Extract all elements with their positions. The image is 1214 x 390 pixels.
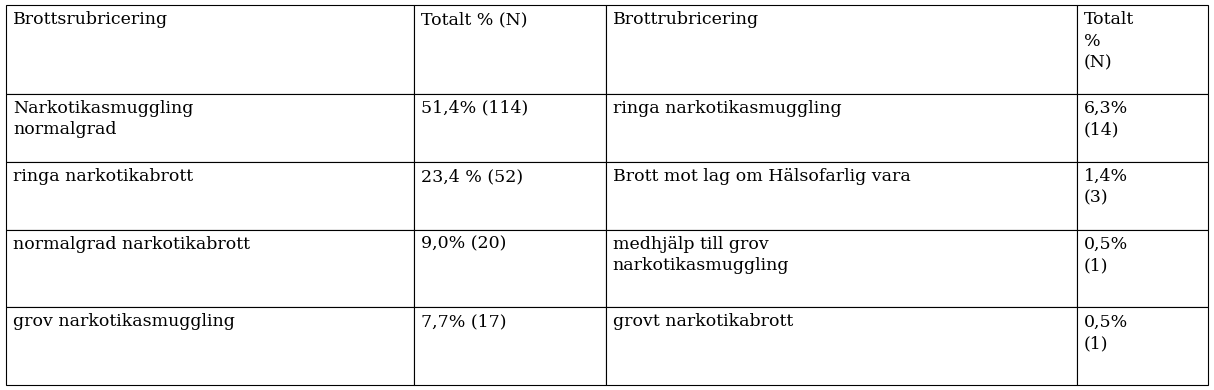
- Bar: [414, 307, 606, 385]
- Text: 7,7% (17): 7,7% (17): [421, 314, 506, 330]
- Bar: [1077, 162, 1208, 230]
- Bar: [1077, 5, 1208, 94]
- Text: Totalt % (N): Totalt % (N): [421, 11, 527, 28]
- Text: 51,4% (114): 51,4% (114): [421, 100, 528, 117]
- Text: medhjälp till grov
narkotikasmuggling: medhjälp till grov narkotikasmuggling: [613, 236, 789, 274]
- Bar: [1077, 230, 1208, 307]
- Bar: [6, 230, 414, 307]
- Text: 6,3%
(14): 6,3% (14): [1084, 100, 1128, 138]
- Bar: [414, 162, 606, 230]
- Bar: [6, 94, 414, 162]
- Text: Brottsrubricering: Brottsrubricering: [13, 11, 168, 28]
- Text: grovt narkotikabrott: grovt narkotikabrott: [613, 314, 793, 330]
- Bar: [606, 5, 1077, 94]
- Text: 23,4 % (52): 23,4 % (52): [421, 168, 523, 185]
- Text: normalgrad narkotikabrott: normalgrad narkotikabrott: [13, 236, 250, 253]
- Text: ringa narkotikasmuggling: ringa narkotikasmuggling: [613, 100, 841, 117]
- Text: 9,0% (20): 9,0% (20): [421, 236, 506, 253]
- Text: grov narkotikasmuggling: grov narkotikasmuggling: [13, 314, 234, 330]
- Text: 0,5%
(1): 0,5% (1): [1084, 236, 1128, 274]
- Text: Totalt
%
(N): Totalt % (N): [1084, 11, 1134, 71]
- Text: Narkotikasmuggling
normalgrad: Narkotikasmuggling normalgrad: [13, 100, 193, 138]
- Bar: [1077, 94, 1208, 162]
- Bar: [606, 94, 1077, 162]
- Bar: [6, 307, 414, 385]
- Text: 1,4%
(3): 1,4% (3): [1084, 168, 1128, 207]
- Text: Brott mot lag om Hälsofarlig vara: Brott mot lag om Hälsofarlig vara: [613, 168, 910, 185]
- Bar: [606, 230, 1077, 307]
- Text: ringa narkotikabrott: ringa narkotikabrott: [13, 168, 193, 185]
- Bar: [606, 307, 1077, 385]
- Bar: [414, 5, 606, 94]
- Bar: [414, 230, 606, 307]
- Bar: [414, 94, 606, 162]
- Bar: [6, 162, 414, 230]
- Text: Brottrubricering: Brottrubricering: [613, 11, 759, 28]
- Bar: [606, 162, 1077, 230]
- Text: 0,5%
(1): 0,5% (1): [1084, 314, 1128, 352]
- Bar: [6, 5, 414, 94]
- Bar: [1077, 307, 1208, 385]
